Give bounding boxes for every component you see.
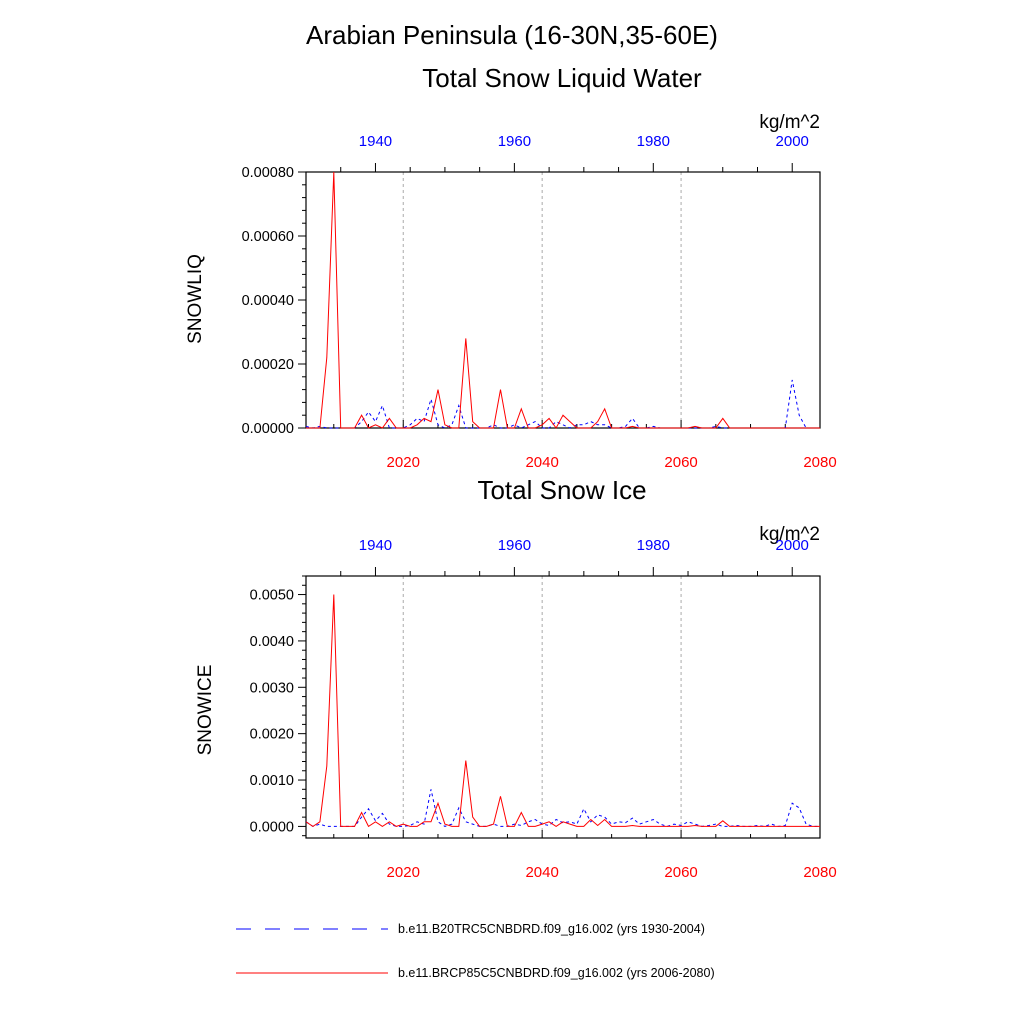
snowice-units: kg/m^2 <box>759 524 820 545</box>
snowliq-bottom-tick-label: 2080 <box>803 454 836 471</box>
legend-hist-label: b.e11.B20TRC5CNBDRD.f09_g16.002 (yrs 193… <box>398 922 705 936</box>
snowice-y-tick-label: 0.0020 <box>250 727 294 743</box>
snowice-y-tick-label: 0.0050 <box>250 588 294 604</box>
snowliq-panel: Total Snow Liquid Water kg/m^2 SNOWLIQ 0… <box>185 63 837 471</box>
snowliq-y-label: SNOWLIQ <box>185 254 206 344</box>
snowice-y-tick-label: 0.0010 <box>250 773 294 789</box>
legend-rcp-label: b.e11.BRCP85C5CNBDRD.f09_g16.002 (yrs 20… <box>398 966 715 980</box>
snowice-top-tick-label: 2000 <box>776 537 809 554</box>
snowice-top-tick-label: 1960 <box>498 537 531 554</box>
snowliq-bottom-tick-label: 2020 <box>387 454 420 471</box>
snowice-bottom-tick-label: 2040 <box>525 864 558 881</box>
snowliq-historical-series-line <box>305 379 820 429</box>
snowliq-top-tick-label: 1940 <box>359 133 392 150</box>
snowice-bottom-tick-label: 2020 <box>387 864 420 881</box>
snowice-y-tick-label: 0.0030 <box>250 680 294 696</box>
snowice-y-label: SNOWICE <box>195 665 216 756</box>
legend: b.e11.B20TRC5CNBDRD.f09_g16.002 (yrs 193… <box>236 922 715 980</box>
snowliq-top-tick-label: 2000 <box>776 133 809 150</box>
snowice-top-tick-label: 1980 <box>637 537 670 554</box>
snowice-panel: Total Snow Ice kg/m^2 SNOWICE 0.0000 0.00… <box>195 475 837 881</box>
snowliq-top-tick-label: 1980 <box>637 133 670 150</box>
figure-title: Arabian Peninsula (16-30N,35-60E) <box>306 20 718 50</box>
snowice-title: Total Snow Ice <box>477 475 646 505</box>
snowliq-y-tick-label: 0.00080 <box>242 165 294 181</box>
snowliq-units: kg/m^2 <box>759 112 820 133</box>
snowliq-rcp85-series-line <box>306 171 820 429</box>
snowliq-y-tick-label: 0.00060 <box>242 229 294 245</box>
snowliq-plot-frame <box>305 171 821 429</box>
snowice-historical-series-line <box>305 789 820 827</box>
snowice-rcp85-series-line <box>305 594 820 828</box>
snowliq-bottom-tick-label: 2040 <box>525 454 558 471</box>
snowice-y-tick-label: 0.0040 <box>250 634 294 650</box>
snowice-top-tick-label: 1940 <box>359 537 392 554</box>
snowliq-bottom-tick-label: 2060 <box>664 454 697 471</box>
snowliq-y-tick-label: 0.00040 <box>242 293 294 309</box>
snowliq-title: Total Snow Liquid Water <box>422 63 702 93</box>
snowice-y-tick-label: 0.0000 <box>250 819 294 835</box>
snowice-bottom-tick-label: 2060 <box>664 864 697 881</box>
snowice-bottom-tick-label: 2080 <box>803 864 836 881</box>
snowliq-y-tick-label: 0.00020 <box>242 357 294 373</box>
snowliq-y-tick-label: 0.00000 <box>242 421 294 437</box>
snowice-plot-frame <box>305 575 821 839</box>
snowliq-top-tick-label: 1960 <box>498 133 531 150</box>
